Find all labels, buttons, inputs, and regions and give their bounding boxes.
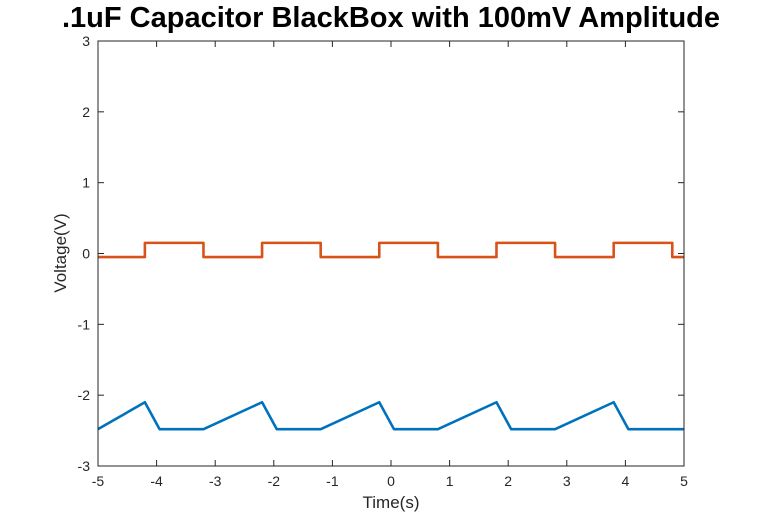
- y-tick-label: -1: [78, 316, 91, 332]
- y-tick-label: 2: [82, 104, 90, 120]
- x-tick-label: 1: [446, 473, 454, 489]
- plot-area-box: [97, 40, 685, 467]
- x-tick-label: 3: [563, 473, 571, 489]
- x-tick-labels: -5 -4 -3 -2 -1 0 1 2 3 4 5: [92, 473, 688, 489]
- x-tick-label: 2: [504, 473, 512, 489]
- chart-title: .1uF Capacitor BlackBox with 100mV Ampli…: [62, 2, 720, 34]
- y-tick-label: 0: [82, 246, 90, 262]
- x-tick-label: 0: [387, 473, 395, 489]
- y-tick-label: -3: [78, 458, 91, 474]
- x-tick-label: -4: [150, 473, 163, 489]
- x-tick-label: 5: [680, 473, 688, 489]
- x-tick-label: 4: [622, 473, 630, 489]
- x-tick-label: -5: [92, 473, 105, 489]
- series-layer: [97, 241, 684, 431]
- x-axis-label: Time(s): [363, 493, 420, 512]
- y-tick-labels: -3 -2 -1 0 1 2 3: [78, 33, 91, 474]
- x-tick-label: -3: [209, 473, 222, 489]
- y-axis-label: Voltage(V): [51, 213, 70, 292]
- series-line-1: [98, 241, 684, 259]
- y-tick-label: -2: [78, 387, 91, 403]
- y-tick-label: 1: [82, 175, 90, 191]
- ticks-layer: [97, 40, 685, 467]
- x-tick-label: -1: [326, 473, 339, 489]
- y-tick-label: 3: [82, 33, 90, 49]
- x-tick-label: -2: [268, 473, 281, 489]
- series-line-2: [97, 400, 684, 431]
